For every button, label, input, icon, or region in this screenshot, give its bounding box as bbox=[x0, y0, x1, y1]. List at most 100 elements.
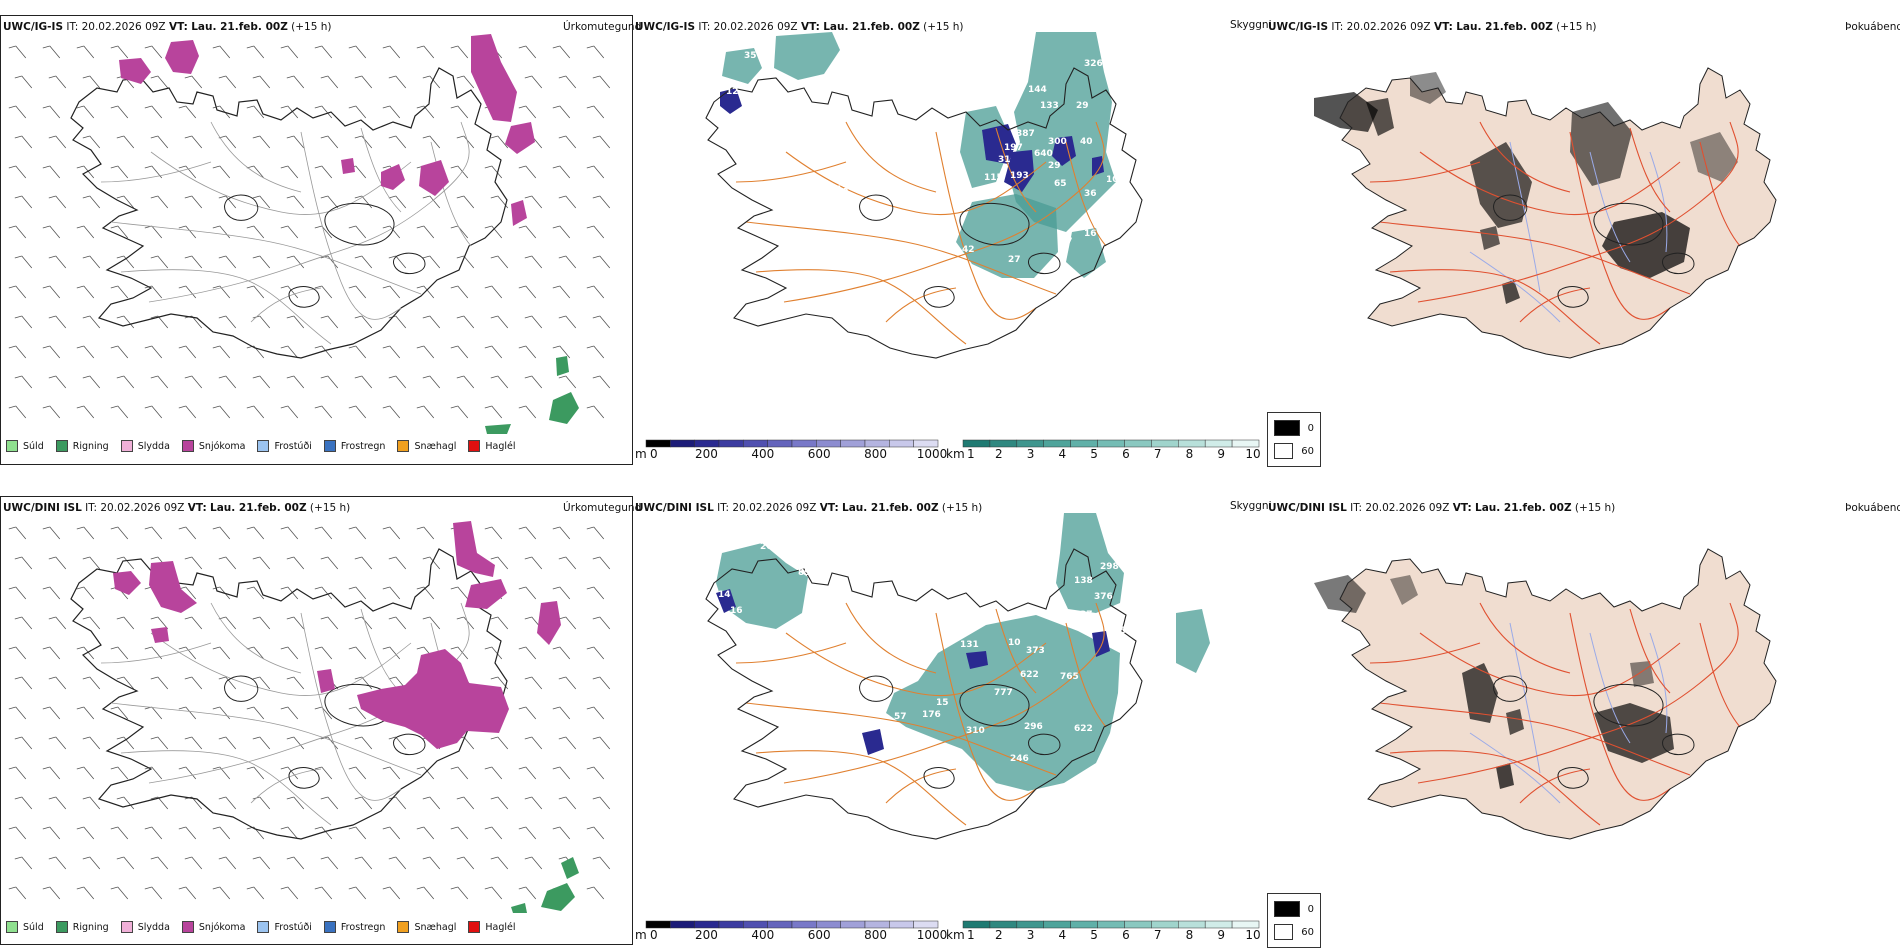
wind-barb bbox=[110, 826, 129, 840]
wind-barb bbox=[150, 315, 169, 329]
wind-barb bbox=[48, 135, 67, 149]
glacier-outline bbox=[1662, 252, 1695, 275]
wind-barb bbox=[552, 526, 571, 540]
wind-barb bbox=[388, 255, 407, 269]
wind-barb bbox=[484, 766, 503, 780]
wind-barb bbox=[552, 706, 571, 720]
fog-panel-name-dini: Þokuábendi bbox=[1845, 502, 1900, 514]
wind-barb bbox=[484, 526, 503, 540]
colorbar-segment bbox=[1151, 920, 1179, 929]
wind-barb bbox=[150, 135, 169, 149]
wind-barb bbox=[558, 315, 577, 329]
river bbox=[1649, 632, 1668, 734]
wind-barb bbox=[592, 616, 611, 630]
wind-barb bbox=[314, 886, 333, 900]
wind-barb bbox=[382, 225, 401, 239]
colorbar-tick: 9 bbox=[1217, 928, 1225, 942]
rain-area bbox=[511, 903, 527, 913]
ceiling-label: 150 bbox=[1114, 626, 1133, 636]
wind-barb bbox=[348, 766, 367, 780]
wind-barb bbox=[212, 105, 231, 119]
wind-barb bbox=[178, 766, 197, 780]
wind-barb bbox=[48, 195, 67, 209]
ceiling-label: 10 bbox=[1008, 638, 1021, 648]
wind-barb bbox=[82, 736, 101, 750]
wind-barb bbox=[524, 195, 543, 209]
ceiling-label: 144 bbox=[1028, 85, 1047, 95]
precip-map-dini bbox=[8, 521, 611, 913]
wind-barb bbox=[416, 345, 435, 359]
wind-barb bbox=[592, 315, 611, 329]
precip-panel-title-ig: UWC/IG-IS IT: 20.02.2026 09Z VT: Lau. 21… bbox=[3, 21, 332, 33]
wind-barb bbox=[450, 586, 469, 600]
fog-area bbox=[1602, 212, 1690, 278]
road bbox=[1699, 622, 1741, 728]
legend-label: Frostregn bbox=[340, 440, 386, 452]
wind-barb bbox=[280, 826, 299, 840]
ceiling-label: 16 bbox=[730, 606, 743, 616]
glacier-outline bbox=[288, 767, 320, 789]
ceiling-area bbox=[1092, 156, 1104, 176]
wind-barb bbox=[592, 796, 611, 810]
wind-barb bbox=[252, 676, 271, 690]
wind-barb bbox=[76, 345, 95, 359]
ceiling-label: 387 bbox=[1016, 129, 1035, 139]
colorbar-segment bbox=[767, 439, 793, 448]
wind-barb bbox=[76, 165, 95, 179]
colorbar-segment bbox=[645, 439, 671, 448]
wind-barb bbox=[14, 255, 33, 269]
wind-barb bbox=[456, 255, 475, 269]
wind-barb bbox=[280, 586, 299, 600]
wind-barb bbox=[280, 285, 299, 299]
colorbar-segment bbox=[1097, 920, 1125, 929]
glacier-outline bbox=[1028, 252, 1061, 275]
wind-barb bbox=[484, 826, 503, 840]
wind-barb bbox=[388, 75, 407, 89]
wind-barb bbox=[150, 195, 169, 209]
legend-swatch bbox=[55, 921, 68, 933]
ceiling-label: 10 bbox=[1106, 175, 1119, 185]
wind-barb bbox=[348, 826, 367, 840]
vt-value: Lau. 21.feb. 00Z bbox=[842, 502, 939, 514]
wind-barb bbox=[150, 75, 169, 89]
wind-barb bbox=[280, 405, 299, 419]
legend-label: Snæhagl bbox=[414, 921, 457, 933]
glacier-outlines bbox=[1493, 194, 1695, 308]
lead-time: (+15 h) bbox=[923, 21, 964, 33]
wind-barb bbox=[110, 646, 129, 660]
colorbar-tick: 2 bbox=[995, 928, 1003, 942]
wind-barb bbox=[558, 195, 577, 209]
road bbox=[845, 121, 937, 193]
snow-area bbox=[511, 200, 527, 226]
wind-barb bbox=[450, 345, 469, 359]
legend-swatch bbox=[323, 921, 336, 933]
legend-label: Súld bbox=[23, 440, 44, 452]
visibility-area bbox=[722, 48, 762, 84]
legend-label: Slydda bbox=[137, 921, 170, 933]
wind-barb bbox=[456, 75, 475, 89]
colorbar-segment bbox=[718, 920, 744, 929]
wind-barb bbox=[252, 135, 271, 149]
lead-time: (+15 h) bbox=[291, 21, 332, 33]
road bbox=[1699, 141, 1741, 247]
wind-barb bbox=[178, 225, 197, 239]
wind-barb bbox=[42, 105, 61, 119]
wind-barb bbox=[320, 135, 339, 149]
road bbox=[745, 702, 1057, 776]
wind-barb bbox=[212, 165, 231, 179]
snow-area bbox=[537, 601, 561, 645]
legend-label: 0 bbox=[1307, 422, 1314, 434]
wind-barb bbox=[524, 75, 543, 89]
wind-barb bbox=[144, 826, 163, 840]
wind-barb bbox=[422, 616, 441, 630]
model-name: UWC/IG-IS bbox=[1268, 21, 1329, 33]
ceiling-label: 16 bbox=[1084, 229, 1097, 239]
wind-barb bbox=[150, 676, 169, 690]
wind-barb bbox=[592, 195, 611, 209]
road bbox=[210, 121, 302, 193]
legend-swatch bbox=[468, 921, 481, 933]
wind-barb bbox=[150, 736, 169, 750]
colorbar-tick: 400 bbox=[751, 928, 774, 942]
it-label: IT: bbox=[85, 502, 98, 514]
road bbox=[110, 702, 422, 776]
